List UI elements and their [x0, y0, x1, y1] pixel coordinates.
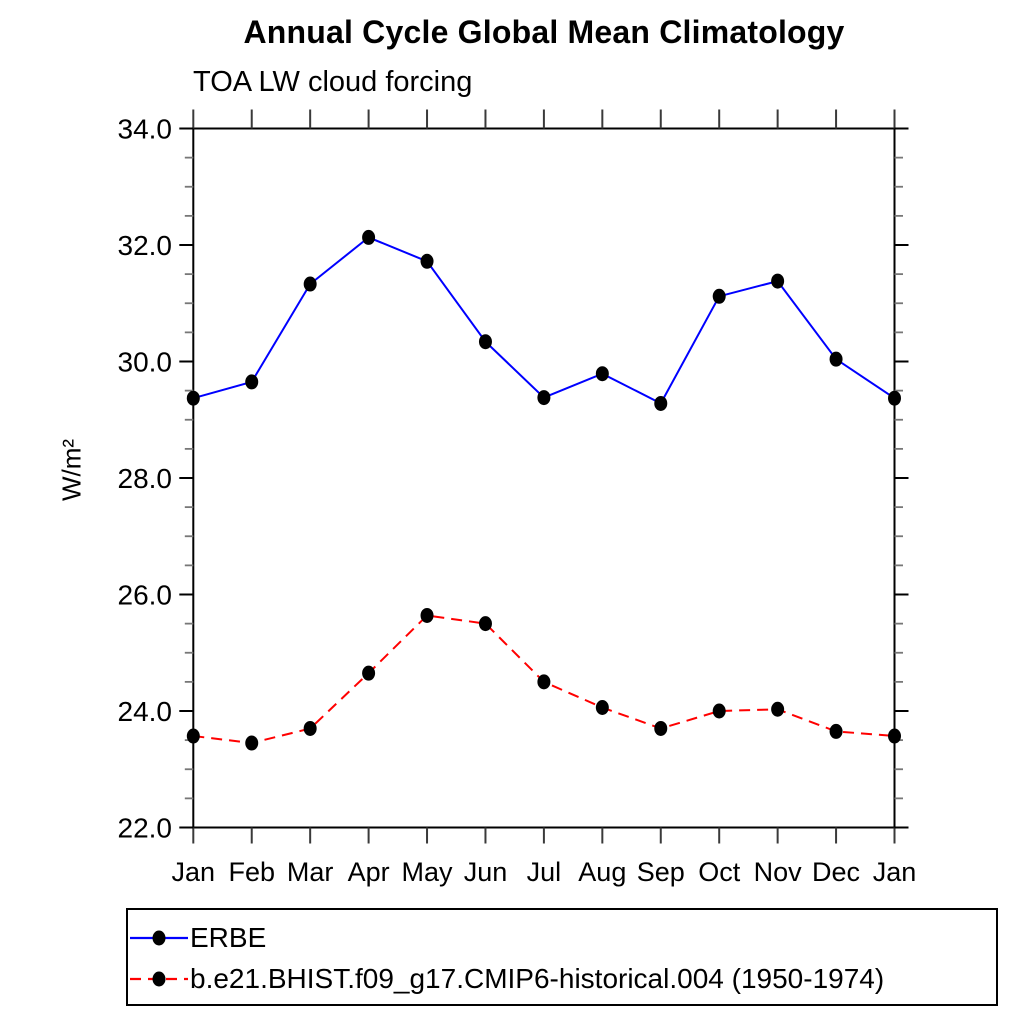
x-tick-label: Oct [698, 857, 741, 887]
x-tick-label: Dec [812, 857, 860, 887]
data-point-0 [888, 390, 901, 406]
data-point-0 [771, 273, 785, 289]
legend-row-0: ERBE [130, 917, 992, 958]
data-point-1 [829, 723, 843, 739]
x-tick-label: Jan [873, 857, 917, 887]
data-point-1 [303, 720, 317, 736]
data-point-1 [478, 616, 492, 632]
data-point-1 [420, 607, 434, 623]
data-point-1 [771, 701, 785, 717]
chart-title: Annual Cycle Global Mean Climatology [243, 14, 845, 50]
data-point-0 [362, 229, 376, 245]
data-point-0 [303, 276, 317, 292]
data-point-0 [245, 374, 259, 390]
data-point-1 [245, 735, 259, 751]
data-point-1 [712, 703, 726, 719]
legend-label-1: b.e21.BHIST.f09_g17.CMIP6-historical.004… [190, 962, 885, 994]
data-point-0 [595, 366, 609, 382]
y-tick-label: 22.0 [118, 813, 173, 844]
legend-row-1: b.e21.BHIST.f09_g17.CMIP6-historical.004… [130, 958, 992, 999]
x-tick-label: Aug [578, 857, 626, 887]
y-tick-label: 28.0 [118, 463, 173, 494]
x-tick-label: Jul [527, 857, 562, 887]
data-point-0 [537, 390, 551, 406]
x-tick-label: Jan [172, 857, 216, 887]
y-tick-label: 30.0 [118, 347, 173, 378]
data-point-0 [186, 390, 200, 406]
x-tick-label: Nov [754, 857, 803, 887]
data-point-1 [186, 728, 200, 744]
series-line-0 [193, 236, 896, 405]
x-tick-label: Sep [637, 857, 685, 887]
y-tick-label: 34.0 [118, 114, 173, 145]
legend-line-sample [130, 971, 188, 986]
y-tick-label: 32.0 [118, 230, 173, 261]
chart-subtitle: TOA LW cloud forcing [193, 66, 473, 98]
y-tick-label: 26.0 [118, 580, 173, 611]
x-tick-label: Jun [464, 857, 508, 887]
x-tick-label: Feb [228, 857, 275, 887]
data-point-1 [537, 674, 551, 690]
plot-frame [192, 127, 896, 829]
data-point-0 [829, 351, 843, 367]
legend-line-sample [130, 930, 188, 945]
data-point-0 [654, 395, 668, 411]
legend-label-0: ERBE [190, 921, 267, 953]
legend: ERBE b.e21.BHIST.f09_g17.CMIP6-historical… [126, 908, 998, 1006]
data-point-0 [712, 288, 726, 304]
x-tick-label: May [402, 857, 454, 887]
x-tick-label: Mar [287, 857, 334, 887]
legend-marker-icon [152, 971, 166, 986]
data-point-1 [362, 665, 376, 681]
data-point-0 [478, 334, 492, 350]
x-tick-label: Apr [348, 857, 390, 887]
data-point-1 [888, 728, 901, 744]
data-point-1 [595, 700, 609, 716]
plot-area: Jan Feb Mar Apr May Jun Jul Aug Sep Oct Nov Dec Jan 2… [118, 109, 917, 887]
y-tick-label: 24.0 [118, 696, 173, 727]
legend-marker-icon [152, 930, 166, 945]
data-point-0 [420, 253, 434, 269]
data-point-1 [654, 720, 668, 736]
